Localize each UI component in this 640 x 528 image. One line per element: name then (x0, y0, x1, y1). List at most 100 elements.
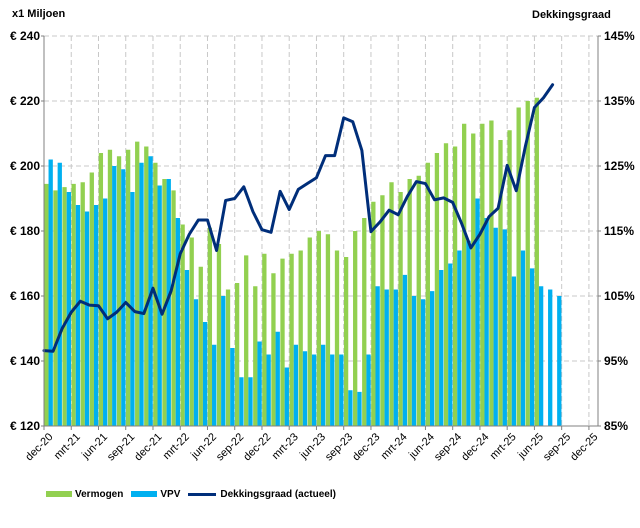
bar-vpv (511, 276, 517, 426)
bar-vermogen (480, 123, 485, 426)
x-tick-label: dec-21 (132, 431, 164, 463)
bar-vermogen (180, 224, 185, 426)
bar-vpv (248, 377, 253, 426)
x-tick-label: mrt-24 (379, 431, 410, 462)
x-tick-label: mrt-23 (270, 431, 301, 462)
bar-vpv (121, 169, 126, 426)
bar-vpv (375, 286, 380, 426)
bar-vermogen (253, 286, 258, 426)
x-tick-label: sep-24 (432, 431, 464, 463)
bar-vermogen (280, 258, 285, 427)
bar-vermogen (144, 146, 149, 426)
legend-swatch-dekkingsgraad (188, 492, 217, 496)
y-tick-label-left: € 220 (10, 94, 40, 108)
y-tick-label-right: 115% (604, 224, 634, 238)
bar-vermogen (334, 250, 340, 426)
bar-vermogen (507, 130, 512, 426)
bar-vpv (230, 348, 235, 426)
bar-vpv (239, 377, 244, 426)
bar-vermogen (325, 234, 331, 426)
bar-vermogen (534, 97, 539, 426)
bar-vpv (166, 179, 171, 426)
bar-vermogen (416, 175, 421, 426)
bar-vermogen (198, 266, 203, 426)
bar-vermogen (525, 101, 530, 426)
bar-vpv (557, 296, 562, 426)
legend-swatch-vpv (131, 491, 158, 497)
x-tick-label: jun-23 (297, 431, 328, 462)
bar-vermogen (353, 231, 358, 426)
bar-vpv (321, 344, 326, 426)
bar-vermogen (162, 179, 167, 426)
x-tick-label: jun-22 (188, 431, 219, 462)
y-tick-label-left: € 240 (10, 29, 40, 43)
series-vermogen-bars (44, 97, 539, 427)
bar-vpv (357, 391, 362, 427)
bar-vpv (393, 289, 398, 426)
bar-vpv (266, 354, 271, 426)
bar-vermogen (489, 120, 494, 426)
bar-vermogen (80, 182, 85, 426)
bar-vermogen (289, 253, 294, 426)
bar-vpv (475, 198, 480, 426)
bar-vermogen (244, 255, 249, 427)
legend-item-dekkingsgraad: Dekkingsgraad (actueel) (188, 489, 336, 500)
bar-vpv (420, 299, 426, 426)
bar-vermogen (125, 149, 131, 426)
x-tick-label: jun-21 (79, 431, 110, 462)
bar-vpv (384, 289, 389, 426)
bar-vermogen (398, 192, 403, 426)
bar-vpv (529, 268, 535, 427)
bar-vpv (493, 227, 498, 426)
bar-vermogen (380, 195, 385, 426)
series-vpv-bars (48, 156, 562, 427)
bar-vermogen (425, 162, 430, 426)
series-dekkingsgraad-line (42, 83, 555, 353)
bar-vermogen (452, 146, 458, 426)
bar-vpv (457, 250, 462, 426)
y-tick-label-left: € 140 (10, 354, 40, 368)
bar-vermogen (316, 231, 321, 426)
bar-vermogen (98, 153, 104, 426)
y-tick-label-right: 85% (604, 419, 628, 433)
legend-label-vermogen: Vermogen (75, 488, 124, 500)
bar-vermogen (234, 283, 240, 426)
legend-label-vpv: VPV (160, 488, 181, 500)
bar-vermogen (107, 149, 113, 426)
right-axis-title: Dekkingsgraad (532, 9, 611, 21)
bar-vermogen (116, 156, 122, 426)
bar-vpv (202, 322, 208, 426)
bar-vermogen (225, 289, 231, 426)
bar-vpv (520, 250, 526, 426)
bar-vermogen (298, 250, 303, 426)
bar-vpv (348, 390, 353, 426)
bar-vpv (275, 331, 280, 426)
bar-vpv (484, 218, 489, 426)
bar-vpv (93, 205, 99, 426)
y-tick-label-left: € 160 (10, 289, 40, 303)
y-tick-label-right: 95% (604, 354, 628, 368)
bar-vermogen (498, 140, 503, 426)
x-tick-label: mrt-21 (52, 431, 83, 462)
x-tick-label: sep-23 (323, 431, 355, 463)
bar-vpv (311, 354, 317, 426)
legend-item-vpv: VPV (131, 489, 180, 500)
x-tick-label: dec-20 (23, 431, 55, 463)
bar-vermogen (343, 257, 349, 426)
bar-vpv (284, 367, 289, 426)
left-axis-title: x1 Miljoen (12, 8, 66, 20)
bar-vpv (439, 270, 444, 426)
x-tick-label: mrt-25 (488, 431, 519, 462)
bar-vermogen (389, 182, 394, 426)
bar-vermogen (462, 123, 467, 426)
x-tick-label: jun-25 (515, 431, 546, 462)
bar-vpv (302, 351, 308, 426)
bar-vpv (48, 159, 53, 426)
x-tick-label: jun-24 (406, 431, 437, 462)
bar-vermogen (53, 190, 58, 426)
bar-vermogen (189, 237, 194, 426)
bar-vpv (293, 344, 299, 426)
bar-vpv (548, 289, 553, 426)
bar-vermogen (443, 143, 449, 426)
